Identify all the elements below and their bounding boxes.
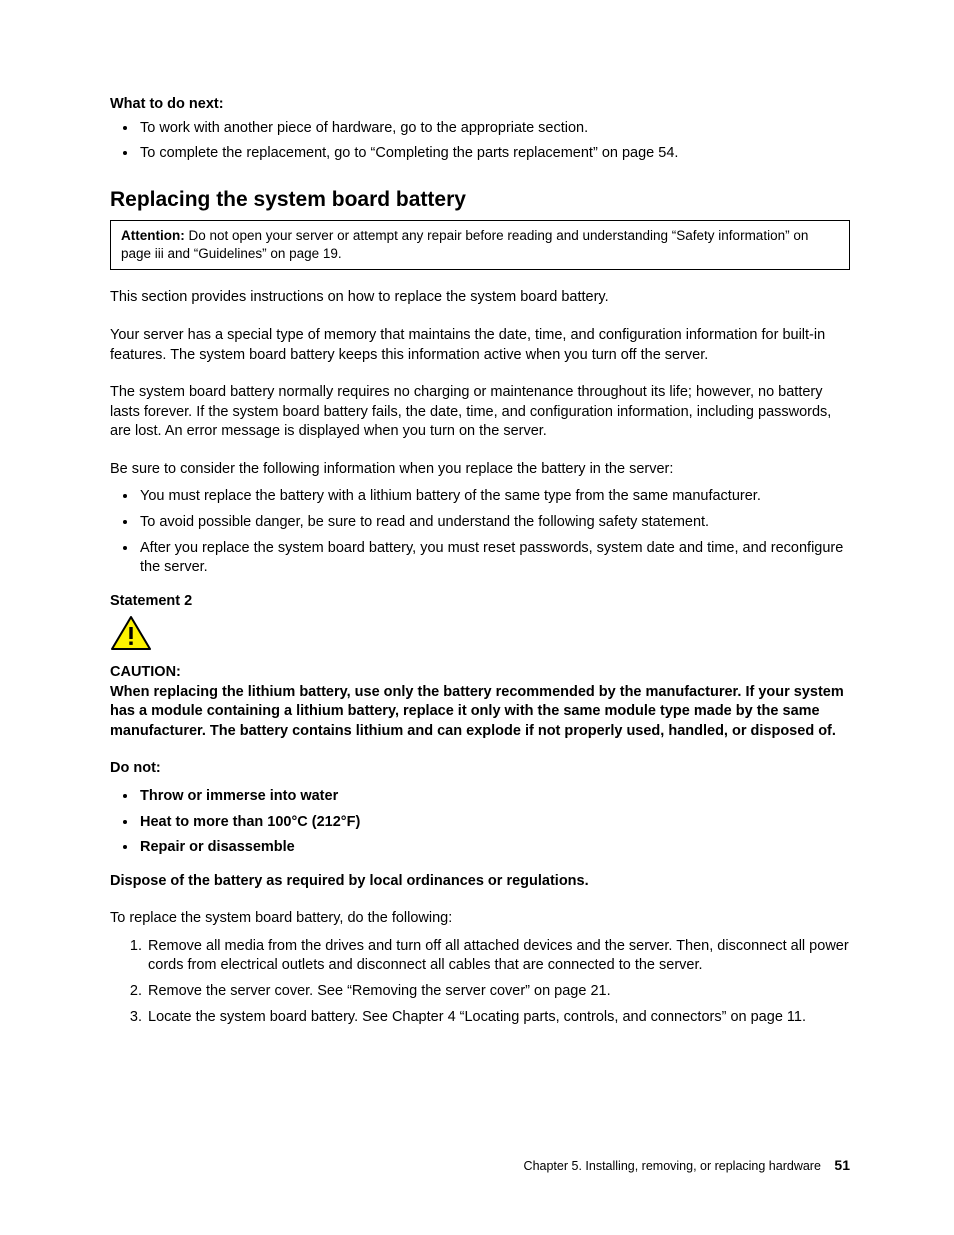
list-item: Locate the system board battery. See Cha…	[146, 1008, 850, 1028]
list-item: To complete the replacement, go to “Comp…	[138, 144, 850, 164]
body-paragraph: The system board battery normally requir…	[110, 383, 850, 442]
list-item: Throw or immerse into water	[138, 787, 850, 807]
donot-list: Throw or immerse into water Heat to more…	[110, 787, 850, 858]
page-footer: Chapter 5. Installing, removing, or repl…	[524, 1156, 850, 1175]
footer-page-number: 51	[834, 1157, 850, 1173]
dispose-text: Dispose of the battery as required by lo…	[110, 872, 850, 892]
list-item: Remove all media from the drives and tur…	[146, 937, 850, 976]
what-next-heading: What to do next:	[110, 95, 850, 115]
caution-body: When replacing the lithium battery, use …	[110, 683, 850, 742]
donot-label: Do not:	[110, 759, 850, 779]
attention-text: Do not open your server or attempt any r…	[121, 228, 808, 261]
body-paragraph: This section provides instructions on ho…	[110, 288, 850, 308]
list-item: To avoid possible danger, be sure to rea…	[138, 513, 850, 533]
body-paragraph: Your server has a special type of memory…	[110, 326, 850, 365]
section-heading: Replacing the system board battery	[110, 186, 850, 214]
what-next-list: To work with another piece of hardware, …	[110, 119, 850, 164]
list-item: After you replace the system board batte…	[138, 539, 850, 578]
list-item: To work with another piece of hardware, …	[138, 119, 850, 139]
caution-triangle-icon	[110, 615, 152, 651]
attention-box: Attention: Do not open your server or at…	[110, 220, 850, 270]
list-item: Repair or disassemble	[138, 838, 850, 858]
footer-chapter: Chapter 5. Installing, removing, or repl…	[524, 1159, 821, 1173]
consider-lead: Be sure to consider the following inform…	[110, 460, 850, 480]
replace-steps: Remove all media from the drives and tur…	[110, 937, 850, 1027]
statement-label: Statement 2	[110, 592, 850, 612]
document-page: What to do next: To work with another pi…	[0, 0, 954, 1235]
attention-label: Attention:	[121, 228, 185, 243]
list-item: Remove the server cover. See “Removing t…	[146, 982, 850, 1002]
list-item: Heat to more than 100°C (212°F)	[138, 813, 850, 833]
caution-heading: CAUTION:	[110, 663, 850, 683]
replace-lead: To replace the system board battery, do …	[110, 909, 850, 929]
consider-list: You must replace the battery with a lith…	[110, 487, 850, 577]
list-item: You must replace the battery with a lith…	[138, 487, 850, 507]
